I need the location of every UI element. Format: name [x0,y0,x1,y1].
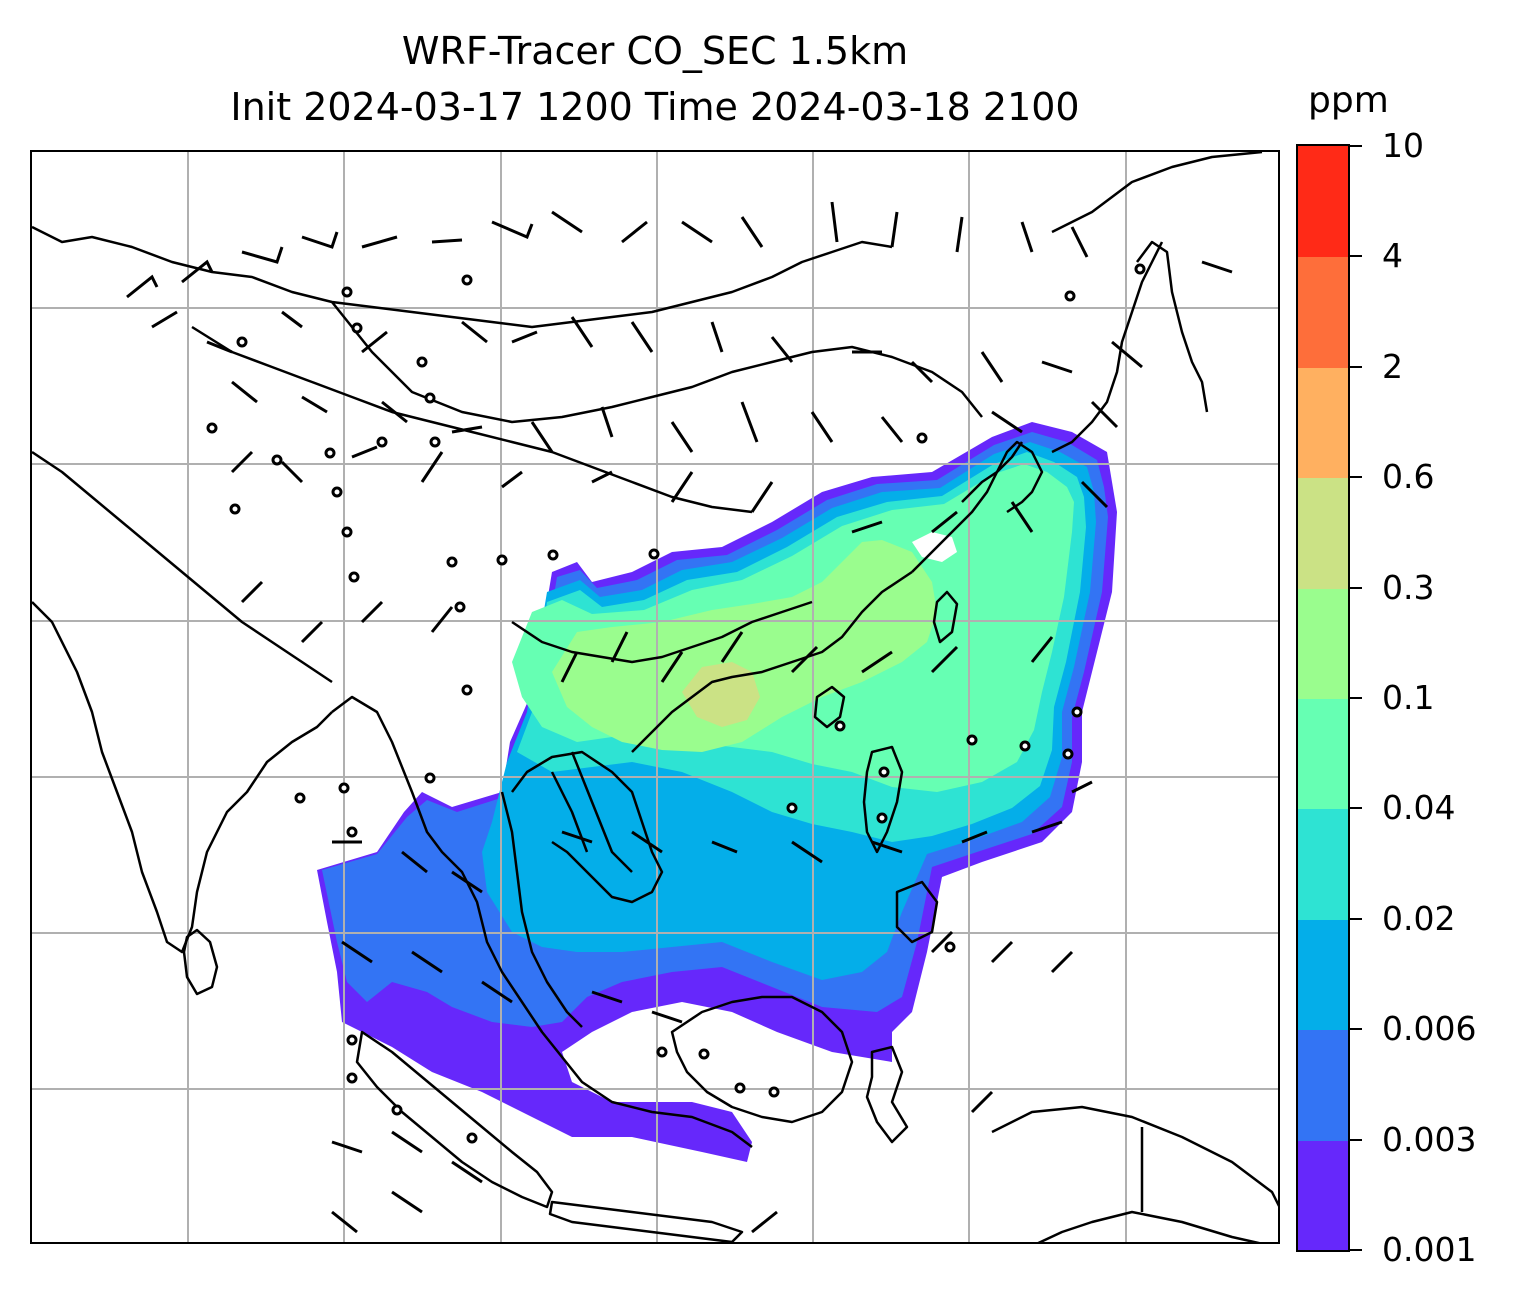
colorbar-tick-label: 0.006 [1382,1009,1477,1049]
colorbar-tick [1350,255,1362,258]
japan-coastline [1051,241,1164,454]
java-coastline [548,1200,744,1242]
colorbar-segment [1298,698,1348,810]
mindanao-coastline [895,880,939,944]
wind-barbs [126,201,1233,1234]
map-canvas [32,152,1278,1242]
india-coastline [32,601,333,954]
korea-coastline [961,440,1044,514]
colorbar-tick-label: 0.6 [1382,457,1435,497]
borneo-coastline [670,995,854,1124]
border-china-se [511,600,813,664]
new-guinea-coastline [991,1105,1278,1207]
coastlines [32,152,1278,1242]
sakhalin-coastline [1136,240,1209,413]
colorbar-tick-label: 4 [1382,236,1403,276]
colorbar-segment [1298,918,1348,1031]
border-mongolia [331,301,983,424]
border-himalaya [191,325,753,514]
colorbar-tick-label: 0.1 [1382,678,1435,717]
colorbar-tick-label: 0.003 [1382,1119,1477,1159]
tracer-level-0.3 [682,662,760,727]
indochina-coastline [511,750,664,904]
colorbar-tick [1350,1028,1362,1031]
sri-lanka-coastline [182,928,219,996]
calm-wind-markers [206,263,1146,1144]
border-west [32,450,333,684]
colorbar-tick [1350,1249,1362,1251]
colorbar-tick [1350,1138,1362,1141]
china-coastline [911,441,1024,573]
colorbar-tick [1350,365,1362,368]
colorbar-segment [1298,1139,1348,1250]
map-subtitle: Init 2024-03-17 1200 Time 2024-03-18 210… [230,85,1080,129]
sulawesi-coastline [865,1045,909,1144]
taiwan-coastline [932,590,959,644]
map-title: WRF-Tracer CO_SEC 1.5km [401,29,909,73]
colorbar-segment [1298,587,1348,699]
colorbar-segment [1298,1029,1348,1141]
tracer-level-0.1 [552,540,937,752]
colorbar-tick-label: 0.001 [1382,1230,1477,1269]
sumatra-coastline [355,1030,554,1209]
colorbar-segment [1298,146,1348,258]
colorbar-tick-label: 0.3 [1382,567,1435,607]
colorbar-segment [1298,477,1348,589]
malay-peninsula-coastline [500,791,583,1028]
russia-coastline [1051,152,1263,234]
colorbar-tick-label: 2 [1382,346,1403,386]
colorbar-tick [1350,586,1362,589]
colorbar-tick-label: 10 [1382,126,1424,165]
colorbar-tick [1350,476,1362,479]
colorbar-unit-label: ppm [1308,80,1389,121]
colorbar-tick-label: 0.02 [1382,898,1456,938]
tracer-clear-patch-2 [362,1032,412,1092]
vietnam-coastline [631,570,913,753]
australia-coastline [1037,1210,1260,1242]
colorbar-segment [1298,808,1348,920]
map-panel [30,150,1280,1244]
luzon-coastline [862,745,904,854]
hainan-coastline [813,685,846,729]
colorbar-segment [1298,366,1348,479]
myanmar-coastline [331,695,753,1148]
colorbar-tick [1350,697,1362,699]
colorbar-segment [1298,256,1348,368]
colorbar-tick-label: 0.04 [1382,788,1456,828]
colorbar [1296,144,1350,1252]
colorbar-tick [1350,917,1362,920]
colorbar-tick [1350,807,1362,810]
tracer-field [317,422,1117,1162]
gridlines [32,152,1278,1242]
border-north-1 [32,225,893,329]
colorbar-tick [1350,145,1362,147]
